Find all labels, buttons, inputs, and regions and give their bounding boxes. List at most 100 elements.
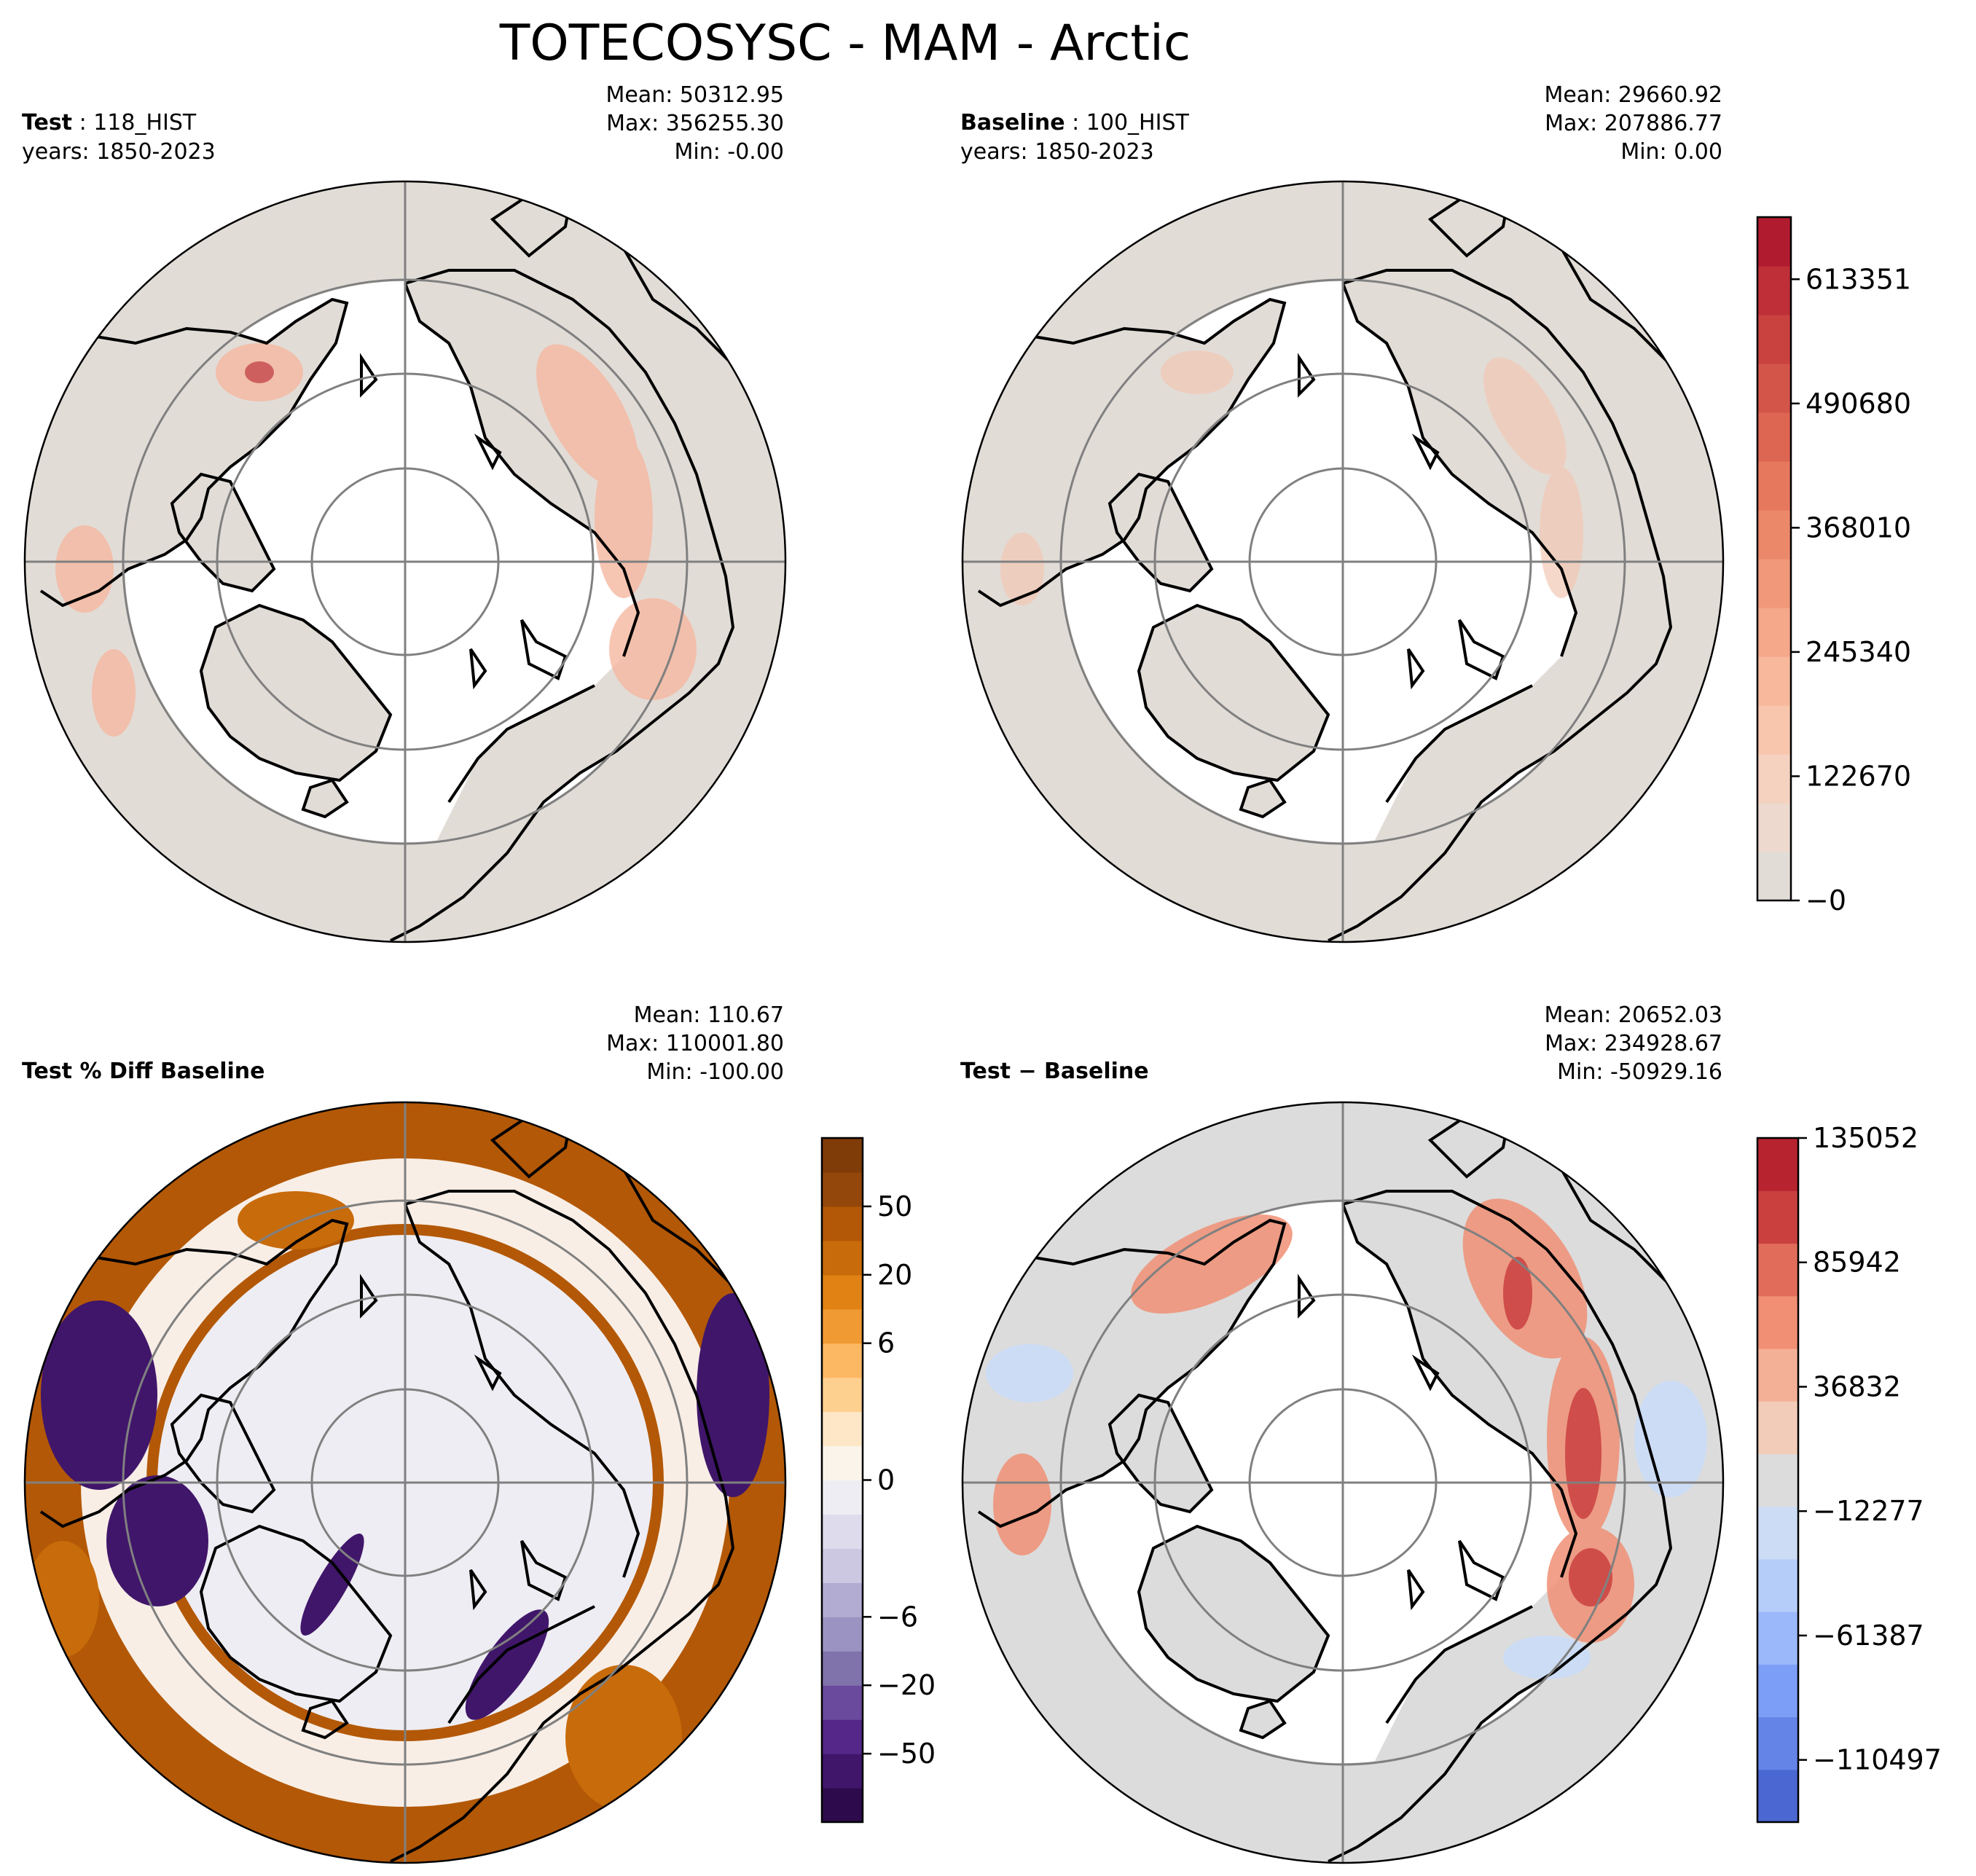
test-field-blobs: [55, 343, 697, 737]
colorbar-diff-swatch: [1757, 1558, 1798, 1612]
colorbar-main-swatch: [1757, 266, 1791, 315]
colorbar-diff-swatch: [1757, 1506, 1798, 1560]
colorbar-pctdiff-swatch: [822, 1719, 863, 1754]
test-map: [23, 180, 787, 943]
colorbar-main-swatch: [1757, 852, 1791, 901]
colorbar-diff-swatch: [1757, 1348, 1798, 1402]
diff-mean: Mean: 20652.03: [1544, 1002, 1722, 1028]
baseline-mean: Mean: 29660.92: [1544, 82, 1722, 108]
colorbar-pctdiff-tick-label: −50: [877, 1738, 936, 1770]
colorbar-pctdiff-swatch: [822, 1240, 863, 1276]
test-mean: Mean: 50312.95: [605, 82, 784, 108]
colorbar-main-swatch: [1757, 412, 1791, 462]
panel-test: Test : 118_HIST years: 1850-2023 Mean: 5…: [22, 82, 787, 943]
colorbar-main: −0 122670 245340 368010 490680 613351: [1756, 216, 1911, 917]
colorbar-diff-swatch: [1757, 1664, 1798, 1718]
colorbar-main-swatch: [1757, 510, 1791, 560]
colorbar-diff-swatch: [1757, 1243, 1798, 1297]
pctdiff-label: Test % Diff Baseline: [22, 1059, 265, 1084]
colorbar-main-swatch: [1757, 315, 1791, 364]
colorbar-diff-swatch: [1757, 1453, 1798, 1507]
colorbar-pctdiff-swatch: [822, 1343, 863, 1378]
colorbar-diff-swatch: [1757, 1716, 1798, 1770]
test-min: Min: -0.00: [675, 139, 785, 165]
colorbar-main-swatch: [1757, 803, 1791, 852]
colorbar-diff: −110497 −61387 −12277 36832 85942 135052: [1756, 1122, 1942, 1824]
colorbar-pctdiff-tick-label: 6: [877, 1327, 895, 1359]
test-label-bold: Test: [22, 110, 72, 136]
colorbar-diff-swatch: [1757, 1769, 1798, 1823]
colorbar-main-swatch: [1757, 754, 1791, 804]
colorbar-pctdiff-swatch: [822, 1582, 863, 1617]
colorbar-diff-swatch: [1757, 1295, 1798, 1349]
colorbar-pctdiff-swatch: [822, 1754, 863, 1789]
colorbar-main-swatch: [1757, 559, 1791, 608]
colorbar-main-tick-label: 245340: [1806, 636, 1911, 668]
colorbar-diff-swatch: [1757, 1138, 1798, 1191]
diff-label: Test − Baseline: [960, 1059, 1149, 1084]
colorbar-main-swatch: [1757, 217, 1791, 267]
colorbar-main-swatch: [1757, 705, 1791, 755]
colorbar-pctdiff-swatch: [822, 1788, 863, 1823]
colorbar-pctdiff-swatch: [822, 1548, 863, 1583]
colorbar-main-tick-label: 490680: [1806, 388, 1911, 420]
panel-diff: Test − Baseline Mean: 20652.03 Max: 2349…: [960, 1002, 1725, 1864]
pctdiff-mean: Mean: 110.67: [634, 1002, 784, 1028]
panel-pctdiff: Test % Diff Baseline Mean: 110.67 Max: 1…: [22, 1002, 787, 1864]
colorbar-pctdiff-swatch: [822, 1480, 863, 1515]
colorbar-pctdiff-tick-label: 20: [877, 1259, 912, 1291]
colorbar-diff-frame: [1756, 1137, 1800, 1824]
test-label: Test : 118_HIST: [22, 110, 197, 136]
colorbar-diff-swatch: [1757, 1401, 1798, 1454]
colorbar-main-swatch: [1757, 461, 1791, 511]
colorbar-diff-swatch: [1757, 1612, 1798, 1665]
colorbar-pctdiff: −50 −20 −6 0 6 20 50: [820, 1137, 936, 1824]
baseline-field-blobs: [1000, 350, 1583, 605]
colorbar-diff-tick-label: 36832: [1813, 1370, 1901, 1402]
baseline-label-bold: Baseline: [960, 110, 1065, 136]
colorbar-main-swatch: [1757, 364, 1791, 413]
colorbar-pctdiff-swatch: [822, 1685, 863, 1720]
diff-map: [961, 1101, 1725, 1864]
pctdiff-max: Max: 110001.80: [606, 1031, 784, 1056]
colorbar-pctdiff-tick-label: 0: [877, 1464, 895, 1496]
colorbar-pctdiff-swatch: [822, 1445, 863, 1481]
test-max: Max: 356255.30: [606, 111, 784, 136]
colorbar-diff-tick-label: −61387: [1813, 1620, 1924, 1652]
test-label-run: : 118_HIST: [72, 110, 197, 136]
pctdiff-neg-blobs: [41, 1293, 769, 1720]
colorbar-pctdiff-swatch: [822, 1206, 863, 1241]
colorbar-main-tick-label: 368010: [1806, 511, 1911, 543]
pctdiff-min: Min: -100.00: [646, 1059, 784, 1085]
colorbar-pctdiff-swatch: [822, 1138, 863, 1173]
diff-neg-blobs: [986, 1344, 1707, 1679]
panel-baseline: Baseline : 100_HIST years: 1850-2023 Mea…: [960, 82, 1725, 943]
colorbar-pctdiff-tick-label: 50: [877, 1190, 912, 1222]
figure-title: TOTECOSYSC - MAM - Arctic: [499, 15, 1191, 72]
colorbar-main-tick-label: −0: [1806, 884, 1846, 917]
colorbar-pctdiff-swatch: [822, 1308, 863, 1344]
colorbar-pctdiff-tick-label: −6: [877, 1601, 918, 1633]
colorbar-pctdiff-swatch: [822, 1514, 863, 1549]
colorbar-main-tick-label: 122670: [1806, 760, 1911, 792]
colorbar-pctdiff-swatch: [822, 1377, 863, 1413]
test-years: years: 1850-2023: [22, 139, 216, 165]
pctdiff-map: [23, 1101, 787, 1864]
colorbar-main-frame: [1756, 216, 1792, 902]
colorbar-main-swatch: [1757, 608, 1791, 657]
colorbar-pctdiff-swatch: [822, 1274, 863, 1310]
colorbar-diff-tick-label: 85942: [1813, 1247, 1901, 1279]
baseline-min: Min: 0.00: [1620, 139, 1722, 165]
baseline-max: Max: 207886.77: [1545, 111, 1722, 136]
colorbar-pctdiff-swatch: [822, 1411, 863, 1447]
colorbar-main-tick-label: 613351: [1806, 263, 1911, 295]
baseline-map: [961, 180, 1725, 943]
colorbar-diff-tick-label: −12277: [1813, 1495, 1924, 1527]
baseline-label: Baseline : 100_HIST: [960, 110, 1189, 136]
colorbar-pctdiff-tick-label: −20: [877, 1669, 936, 1701]
colorbar-pctdiff-swatch: [822, 1617, 863, 1652]
baseline-label-run: : 100_HIST: [1065, 110, 1190, 136]
colorbar-pctdiff-swatch: [822, 1171, 863, 1207]
baseline-years: years: 1850-2023: [960, 139, 1154, 165]
